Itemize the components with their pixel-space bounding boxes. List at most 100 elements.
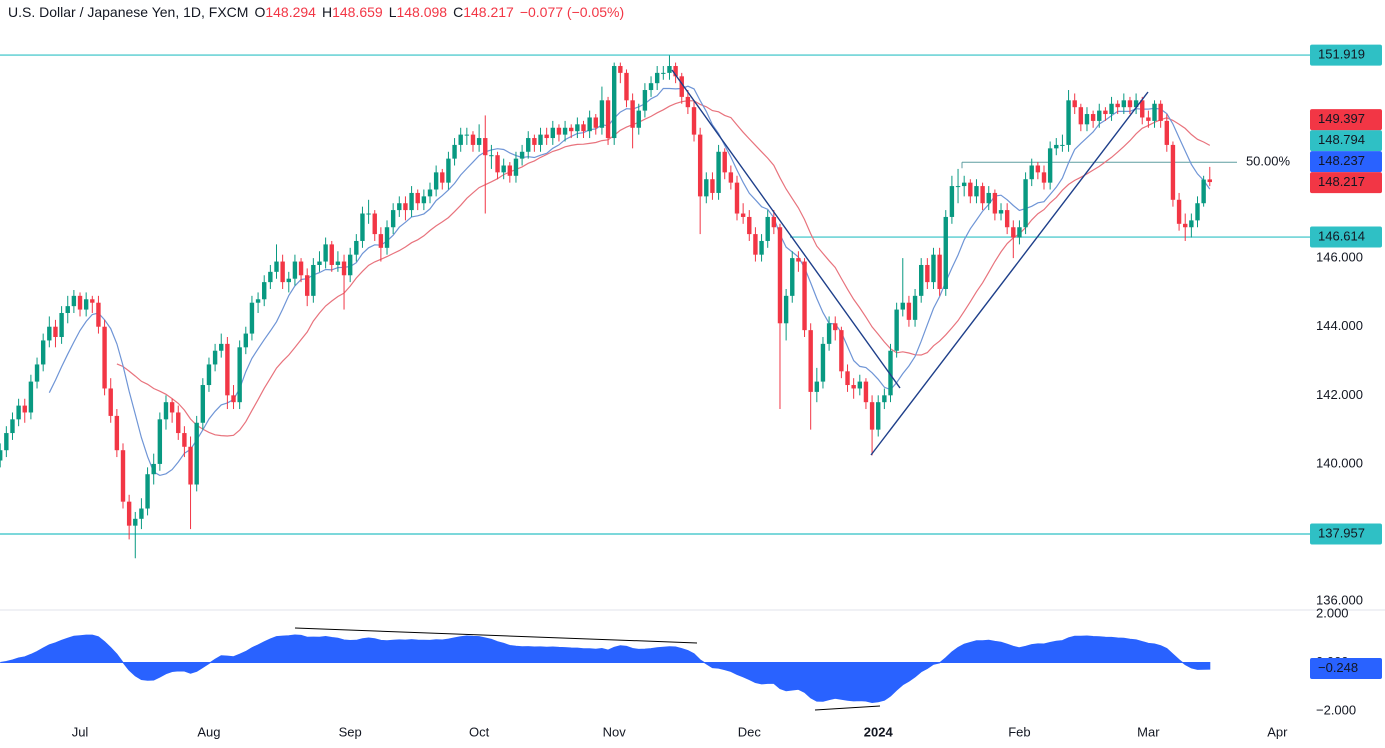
candle-body — [274, 261, 279, 272]
price-label: 148.217 — [1318, 174, 1365, 189]
candle-body — [16, 405, 21, 420]
y-tick-label: 142.000 — [1316, 387, 1363, 402]
candle-body — [108, 388, 113, 416]
candle-body — [618, 66, 623, 73]
candle-body — [894, 309, 899, 351]
candle-body — [900, 302, 905, 310]
candle-body — [575, 124, 580, 132]
candle-body — [599, 100, 605, 128]
indicator-label: −0.248 — [1318, 660, 1358, 675]
moving-average — [48, 85, 1211, 477]
ohlc-value: 148.294 — [265, 4, 316, 20]
candle-body — [906, 302, 912, 320]
background-layer: 50.00% — [0, 54, 1310, 704]
candle-body — [882, 395, 887, 403]
candle-body — [679, 76, 684, 97]
y-tick-label: 136.000 — [1316, 593, 1363, 608]
candle-body — [740, 213, 746, 217]
candle-body — [1078, 107, 1084, 125]
candle-body — [532, 138, 537, 145]
ohlc-key: L — [388, 4, 397, 20]
ohlc-value: 148.098 — [396, 4, 448, 20]
candle-body — [1090, 114, 1096, 121]
divergence-line — [814, 705, 881, 711]
candle-body — [311, 264, 316, 296]
candle-body — [826, 323, 832, 344]
candle-body — [182, 433, 187, 447]
ohlc-value: 148.659 — [332, 4, 383, 20]
x-tick-label: Mar — [1137, 724, 1160, 739]
candle-body — [1195, 203, 1200, 221]
candle-body — [403, 203, 408, 211]
x-tick-label: Sep — [339, 724, 362, 739]
y-tick-label: 140.000 — [1316, 455, 1363, 470]
candle-body — [630, 100, 635, 128]
trend-line — [671, 69, 901, 389]
candle-body — [77, 295, 83, 310]
candle-body — [397, 203, 402, 211]
candle-body — [759, 240, 764, 255]
candle-body — [519, 151, 525, 159]
x-tick-label: Apr — [1267, 724, 1288, 739]
candle-body — [1140, 100, 1145, 118]
candle-body — [802, 261, 807, 331]
candle-body — [323, 244, 328, 262]
candle-body — [507, 165, 513, 176]
candle-body — [753, 234, 758, 255]
candle-body — [765, 216, 770, 241]
candle-body — [974, 186, 979, 197]
candle-body — [286, 278, 291, 283]
candle-body — [1201, 179, 1206, 204]
candle-body — [1127, 100, 1133, 108]
candle-body — [292, 261, 298, 279]
candle-body — [1023, 179, 1028, 228]
candle-body — [354, 240, 359, 255]
candle-body — [1011, 227, 1016, 238]
candle-body — [1158, 103, 1163, 121]
candle-body — [931, 254, 936, 283]
x-tick-label: Feb — [1008, 724, 1030, 739]
candle-body — [612, 66, 617, 139]
candle-body — [40, 340, 46, 365]
candle-body — [654, 72, 660, 84]
candle-body — [0, 450, 3, 461]
price-label: 149.397 — [1318, 111, 1365, 126]
x-tick-label: Aug — [197, 724, 220, 739]
candle-body — [427, 189, 433, 197]
candle-body — [483, 138, 488, 156]
oscillator-area — [0, 634, 1211, 704]
candle-body — [1084, 114, 1090, 125]
candle-body — [280, 261, 285, 283]
candle-body — [360, 213, 365, 241]
candle-body — [458, 134, 463, 145]
symbol-header: U.S. Dollar / Japanese Yen, 1D, FXCM O148… — [8, 4, 630, 20]
candle-body — [845, 371, 850, 386]
overlay-layer — [294, 69, 1149, 711]
candle-body — [341, 261, 347, 276]
candle-body — [1183, 223, 1188, 228]
candle-body — [200, 385, 206, 423]
candle-body — [243, 333, 248, 348]
candle-body — [237, 347, 242, 403]
candle-body — [262, 282, 267, 300]
candle-body — [1103, 110, 1108, 115]
candle-body — [869, 402, 875, 430]
candle-body — [814, 381, 820, 392]
candle-body — [925, 264, 930, 283]
price-label-box — [1310, 172, 1382, 194]
candle-body — [22, 405, 27, 413]
candle-body — [1004, 210, 1010, 228]
candle-body — [225, 343, 230, 396]
candle-body — [347, 254, 353, 276]
candle-body — [384, 227, 390, 248]
candle-body — [833, 323, 838, 331]
indicator-label-box — [1310, 657, 1382, 679]
candle-body — [71, 295, 77, 307]
candle-body — [169, 402, 175, 413]
candle-body — [1035, 165, 1041, 173]
price-label-box — [1310, 523, 1382, 545]
price-label: 151.919 — [1318, 47, 1365, 62]
candle-body — [876, 402, 881, 430]
fib-label: 50.00% — [1246, 154, 1291, 169]
candle-body — [661, 72, 666, 74]
